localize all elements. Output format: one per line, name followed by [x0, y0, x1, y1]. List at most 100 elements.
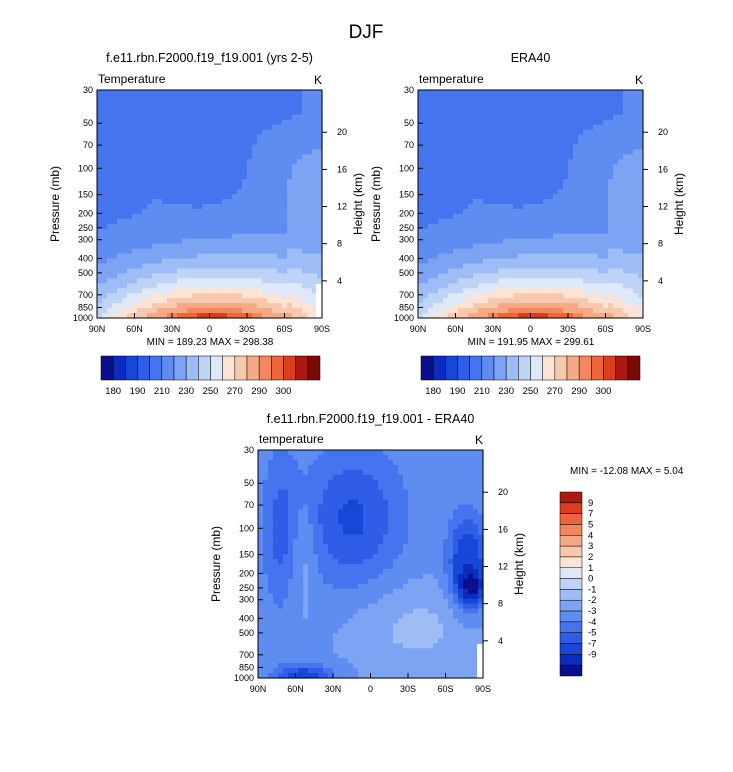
contour-cell: [538, 194, 544, 200]
contour-cell: [312, 144, 318, 151]
contour-cell: [152, 213, 158, 220]
contour-cell: [613, 303, 619, 309]
contour-cell: [127, 94, 133, 101]
contour-cell: [383, 450, 389, 456]
colorbar-swatch: [432, 355, 446, 381]
contour-cell: [263, 504, 269, 511]
y-tick-label: 70: [83, 140, 93, 150]
contour-cell: [112, 233, 118, 240]
contour-cell: [227, 139, 233, 146]
contour-cell: [393, 499, 399, 506]
contour-cell: [142, 154, 148, 160]
contour-cell: [302, 273, 308, 279]
contour-cell: [252, 104, 258, 111]
contour-cell: [578, 208, 584, 215]
contour-cell: [132, 179, 138, 185]
contour-cell: [177, 283, 183, 289]
contour-cell: [247, 90, 253, 96]
contour-cell: [202, 238, 208, 245]
contour-cell: [307, 149, 313, 156]
contour-cell: [618, 223, 624, 230]
contour-cell: [147, 263, 153, 270]
contour-cell: [252, 248, 258, 255]
contour-cell: [608, 248, 614, 255]
contour-cell: [142, 99, 148, 106]
contour-cell: [267, 104, 273, 111]
contour-cell: [443, 248, 449, 255]
contour-cell: [293, 454, 299, 461]
contour-cell: [192, 278, 198, 284]
contour-cell: [202, 149, 208, 156]
contour-cell: [528, 258, 534, 265]
contour-cell: [428, 450, 434, 456]
contour-cell: [553, 174, 559, 180]
contour-cell: [247, 189, 253, 195]
contour-cell: [157, 139, 163, 146]
contour-cell: [157, 149, 163, 156]
contour-cell: [137, 184, 143, 190]
contour-cell: [593, 179, 599, 185]
contour-cell: [628, 263, 634, 270]
contour-cell: [282, 293, 288, 299]
contour-cell: [548, 208, 554, 215]
contour-cell: [102, 238, 108, 245]
contour-cell: [197, 243, 203, 250]
contour-cell: [137, 129, 143, 136]
contour-cell: [142, 263, 148, 270]
contour-cell: [157, 179, 163, 185]
contour-cell: [508, 139, 514, 146]
contour-cell: [473, 94, 479, 101]
contour-cell: [448, 90, 454, 96]
contour-cell: [222, 129, 228, 136]
contour-cell: [162, 213, 168, 220]
contour-cell: [418, 124, 424, 131]
contour-cell: [448, 450, 454, 456]
contour-cell: [338, 489, 344, 496]
contour-cell: [172, 124, 178, 131]
contour-cell: [287, 104, 293, 111]
contour-cell: [207, 218, 213, 225]
contour-cell: [142, 233, 148, 240]
contour-cell: [483, 278, 489, 284]
contour-cell: [373, 509, 379, 516]
contour-cell: [282, 159, 288, 165]
contour-cell: [468, 273, 474, 279]
panel-title: f.e11.rbn.F2000.f19_f19.001 (yrs 2-5): [106, 51, 313, 65]
contour-cell: [543, 248, 549, 255]
contour-cell: [633, 94, 639, 101]
contour-cell: [363, 479, 369, 486]
contour-cell: [107, 298, 113, 304]
contour-cell: [258, 450, 264, 456]
contour-cell: [328, 454, 334, 461]
contour-cell: [478, 484, 484, 491]
contour-cell: [423, 184, 429, 190]
contour-cell: [102, 233, 108, 240]
contour-cell: [613, 258, 619, 265]
contour-cell: [287, 248, 293, 255]
contour-cell: [137, 258, 143, 265]
contour-cell: [353, 499, 359, 506]
contour-cell: [428, 90, 434, 96]
contour-cell: [628, 278, 634, 284]
contour-cell: [458, 194, 464, 200]
contour-cell: [343, 479, 349, 486]
y-tick-label: 400: [399, 253, 414, 263]
contour-cell: [478, 454, 484, 461]
contour-cell: [448, 514, 454, 520]
contour-cell: [252, 313, 258, 319]
contour-cell: [257, 134, 263, 141]
contour-cell: [403, 479, 409, 486]
contour-cell: [478, 514, 484, 520]
contour-cell: [207, 154, 213, 160]
contour-cell: [378, 464, 384, 471]
contour-cell: [122, 104, 128, 111]
contour-cell: [102, 263, 108, 270]
contour-cell: [613, 169, 619, 175]
contour-cell: [317, 129, 323, 136]
contour-cell: [227, 114, 233, 121]
contour-cell: [418, 263, 424, 270]
contour-cell: [292, 213, 298, 220]
contour-cell: [212, 154, 218, 160]
contour-cell: [533, 308, 539, 314]
contour-cell: [242, 194, 248, 200]
